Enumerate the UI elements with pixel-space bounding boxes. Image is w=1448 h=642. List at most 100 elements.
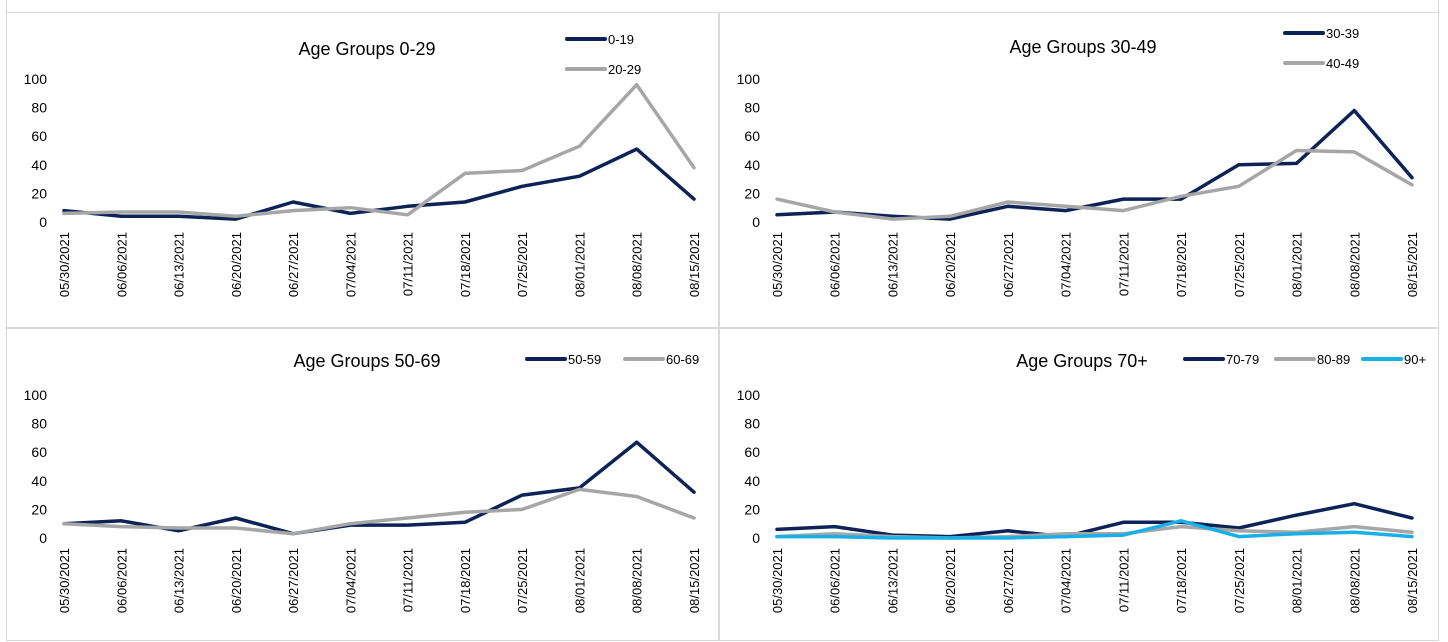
y-tick-label: 100 [737, 387, 761, 403]
chart-panel-age-50-69: Age Groups 50-69 0 20 40 60 80 100 05/30/2021 06… [6, 328, 719, 641]
y-tick-label: 60 [31, 444, 47, 460]
legend-label-70-79: 70-79 [1226, 352, 1259, 367]
x-tick-label: 06/27/2021 [286, 548, 301, 613]
x-tick-label: 07/04/2021 [1059, 548, 1074, 613]
y-tick-label: 60 [744, 128, 760, 144]
x-tick-label: 07/18/2021 [458, 548, 473, 613]
x-tick-label: 06/20/2021 [943, 232, 958, 297]
x-tick-label: 06/13/2021 [885, 548, 900, 613]
x-tick-label: 07/25/2021 [515, 548, 530, 613]
y-tick-label: 20 [31, 185, 47, 201]
line-chart-age-50-69: Age Groups 50-69 0 20 40 60 80 100 05/30/2021 06… [24, 351, 702, 613]
x-tick-label: 05/30/2021 [770, 548, 785, 613]
y-tick-label: 0 [39, 530, 47, 546]
series-line-20-29 [62, 82, 696, 219]
y-tick-label: 0 [39, 214, 47, 230]
y-tick-label: 80 [31, 100, 47, 116]
chart-grid-top-border [6, 0, 1439, 12]
x-tick-label: 06/27/2021 [286, 232, 301, 297]
x-tick-label: 08/15/2021 [1405, 548, 1420, 613]
y-tick-label: 60 [31, 128, 47, 144]
y-tick-label: 20 [744, 501, 760, 517]
y-tick-label: 80 [31, 416, 47, 432]
y-tick-label: 60 [744, 444, 760, 460]
x-tick-label: 07/11/2021 [1116, 548, 1131, 612]
chart-panel-age-30-49: Age Groups 30-49 0 20 40 60 80 100 05/30/2021 06… [719, 12, 1439, 328]
chart-title: Age Groups 0-29 [298, 39, 435, 59]
legend-label-40-49: 40-49 [1326, 56, 1359, 71]
x-tick-label: 06/27/2021 [1001, 548, 1016, 613]
line-chart-age-0-29: Age Groups 0-29 0 20 40 60 80 100 05/30/2021 06/… [24, 32, 702, 297]
x-tick-label: 07/25/2021 [515, 232, 530, 297]
x-tick-label: 05/30/2021 [57, 548, 72, 613]
y-tick-label: 100 [24, 71, 48, 87]
x-tick-label: 08/01/2021 [572, 548, 587, 613]
legend-label-90-plus: 90+ [1404, 352, 1426, 367]
x-tick-label: 08/15/2021 [687, 232, 702, 297]
x-tick-label: 07/04/2021 [343, 548, 358, 613]
y-tick-label: 0 [752, 530, 760, 546]
x-tick-label: 06/06/2021 [828, 548, 843, 613]
x-tick-label: 06/20/2021 [943, 548, 958, 613]
x-tick-label: 08/15/2021 [1405, 232, 1420, 297]
y-tick-label: 40 [31, 157, 47, 173]
legend-label-30-39: 30-39 [1326, 26, 1359, 41]
y-tick-label: 40 [31, 473, 47, 489]
legend-label-50-59: 50-59 [568, 352, 601, 367]
chart-panel-age-0-29: Age Groups 0-29 0 20 40 60 80 100 05/30/2021 06/… [6, 12, 719, 328]
y-tick-label: 100 [24, 387, 48, 403]
line-chart-age-70-plus: Age Groups 70+ 0 20 40 60 80 100 05/30/2021 06/0… [737, 351, 1426, 613]
x-tick-label: 08/08/2021 [1347, 232, 1362, 297]
x-tick-label: 08/01/2021 [1290, 232, 1305, 297]
x-tick-label: 06/06/2021 [114, 548, 129, 613]
x-tick-label: 05/30/2021 [57, 232, 72, 297]
x-tick-label: 06/13/2021 [885, 232, 900, 297]
x-tick-label: 06/06/2021 [828, 232, 843, 297]
y-tick-label: 40 [744, 157, 760, 173]
legend-label-0-19: 0-19 [608, 32, 634, 47]
line-chart-age-30-49: Age Groups 30-49 0 20 40 60 80 100 05/30/2021 06… [737, 26, 1420, 297]
y-tick-label: 100 [737, 71, 761, 87]
x-tick-label: 06/13/2021 [172, 232, 187, 297]
x-tick-label: 06/20/2021 [229, 548, 244, 613]
chart-panel-age-70-plus: Age Groups 70+ 0 20 40 60 80 100 05/30/2021 06/0… [719, 328, 1439, 641]
x-tick-label: 06/27/2021 [1001, 232, 1016, 297]
y-tick-label: 20 [744, 185, 760, 201]
x-tick-label: 06/06/2021 [114, 232, 129, 297]
y-tick-label: 0 [752, 214, 760, 230]
chart-title: Age Groups 50-69 [293, 351, 440, 371]
y-tick-label: 80 [744, 416, 760, 432]
x-tick-label: 05/30/2021 [770, 232, 785, 297]
x-tick-label: 07/18/2021 [1174, 232, 1189, 297]
x-tick-label: 07/04/2021 [1059, 232, 1074, 297]
legend-label-60-69: 60-69 [666, 352, 699, 367]
chart-title: Age Groups 70+ [1016, 351, 1148, 371]
x-tick-label: 07/04/2021 [343, 232, 358, 297]
series-line-0-19 [62, 147, 696, 221]
series-line-40-49 [775, 148, 1414, 221]
chart-title: Age Groups 30-49 [1009, 37, 1156, 57]
y-tick-label: 40 [744, 473, 760, 489]
x-tick-label: 06/20/2021 [229, 232, 244, 297]
legend-label-20-29: 20-29 [608, 62, 641, 77]
x-tick-label: 07/11/2021 [401, 232, 416, 296]
series-line-90-plus [775, 519, 1414, 540]
series-line-30-39 [775, 108, 1414, 221]
x-tick-label: 08/08/2021 [630, 232, 645, 297]
series-line-70-79 [775, 501, 1414, 539]
x-tick-label: 08/15/2021 [687, 548, 702, 613]
x-tick-label: 07/18/2021 [458, 232, 473, 297]
x-tick-label: 07/11/2021 [1116, 232, 1131, 296]
y-tick-label: 20 [31, 501, 47, 517]
x-tick-label: 07/25/2021 [1232, 548, 1247, 613]
x-tick-label: 07/18/2021 [1174, 548, 1189, 613]
x-tick-label: 08/08/2021 [1347, 548, 1362, 613]
x-tick-label: 08/01/2021 [1290, 548, 1305, 613]
x-tick-label: 07/25/2021 [1232, 232, 1247, 297]
x-tick-label: 08/08/2021 [630, 548, 645, 613]
x-tick-label: 06/13/2021 [172, 548, 187, 613]
x-tick-label: 07/11/2021 [401, 548, 416, 612]
y-tick-label: 80 [744, 100, 760, 116]
series-line-60-69 [62, 487, 696, 536]
legend-label-80-89: 80-89 [1317, 352, 1350, 367]
